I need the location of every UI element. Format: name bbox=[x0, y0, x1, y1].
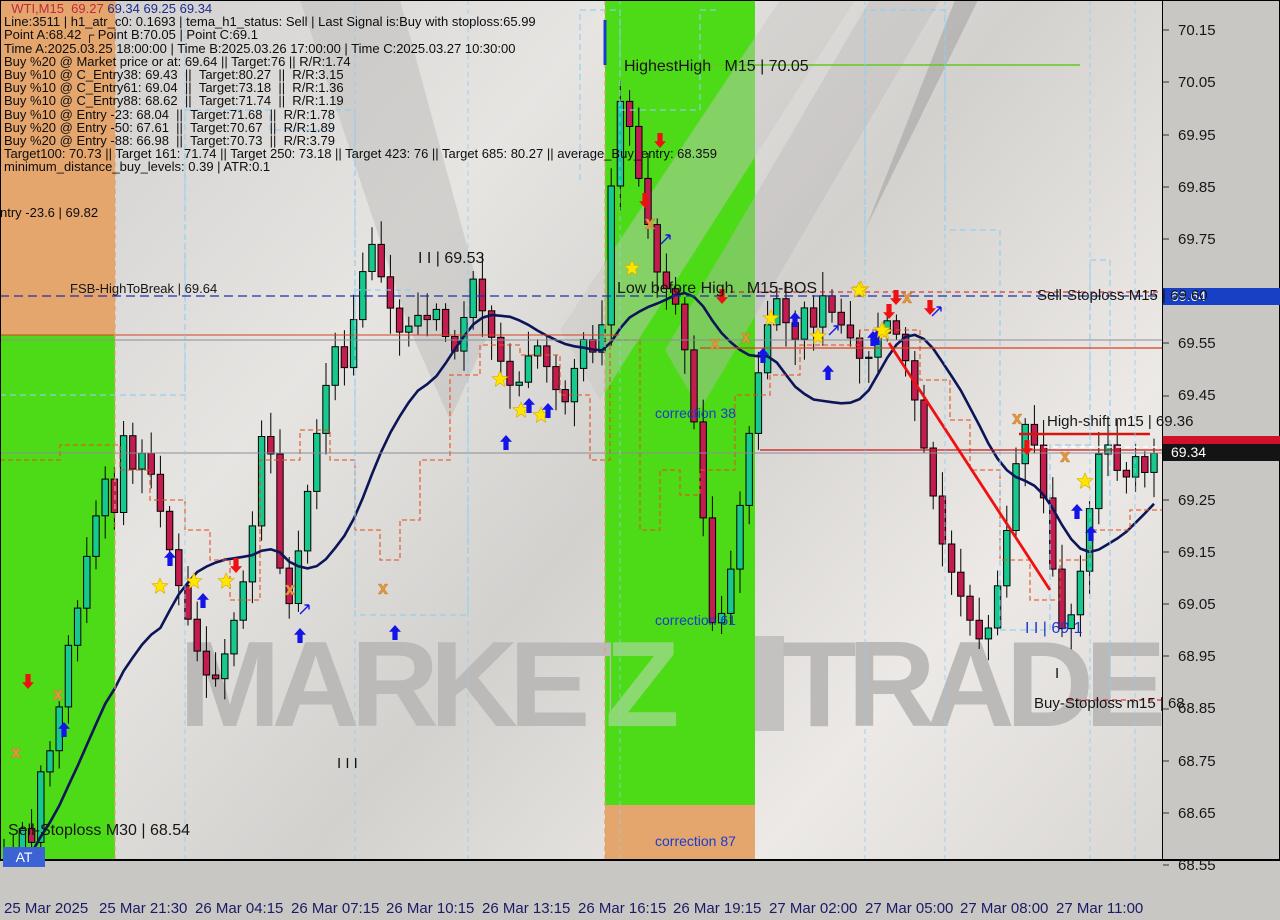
svg-text:69.25: 69.25 bbox=[1178, 492, 1216, 509]
svg-text:27 Mar 11:00: 27 Mar 11:00 bbox=[1056, 900, 1143, 917]
svg-text:27 Mar 08:00: 27 Mar 08:00 bbox=[960, 900, 1048, 917]
svg-text:70.15: 70.15 bbox=[1178, 22, 1216, 39]
svg-text:27 Mar 02:00: 27 Mar 02:00 bbox=[769, 900, 857, 917]
svg-text:68.55: 68.55 bbox=[1178, 857, 1216, 874]
svg-text:25 Mar 21:30: 25 Mar 21:30 bbox=[99, 900, 187, 917]
svg-text:26 Mar 04:15: 26 Mar 04:15 bbox=[195, 900, 283, 917]
svg-text:27 Mar 05:00: 27 Mar 05:00 bbox=[865, 900, 953, 917]
svg-text:69.95: 69.95 bbox=[1178, 127, 1216, 144]
svg-text:69.45: 69.45 bbox=[1178, 387, 1216, 404]
svg-text:26 Mar 07:15: 26 Mar 07:15 bbox=[291, 900, 379, 917]
svg-text:25 Mar 2025: 25 Mar 2025 bbox=[4, 900, 88, 917]
svg-text:70.05: 70.05 bbox=[1178, 74, 1216, 91]
svg-text:69.05: 69.05 bbox=[1178, 596, 1216, 613]
svg-text:68.65: 68.65 bbox=[1178, 805, 1216, 822]
svg-text:26 Mar 13:15: 26 Mar 13:15 bbox=[482, 900, 570, 917]
svg-text:68.75: 68.75 bbox=[1178, 753, 1216, 770]
svg-text:69.15: 69.15 bbox=[1178, 544, 1216, 561]
svg-text:69.55: 69.55 bbox=[1178, 335, 1216, 352]
svg-text:26 Mar 10:15: 26 Mar 10:15 bbox=[386, 900, 474, 917]
svg-text:69.85: 69.85 bbox=[1178, 179, 1216, 196]
svg-text:26 Mar 16:15: 26 Mar 16:15 bbox=[578, 900, 666, 917]
svg-text:68.95: 68.95 bbox=[1178, 648, 1216, 665]
svg-text:69.75: 69.75 bbox=[1178, 231, 1216, 248]
svg-text:26 Mar 19:15: 26 Mar 19:15 bbox=[673, 900, 761, 917]
